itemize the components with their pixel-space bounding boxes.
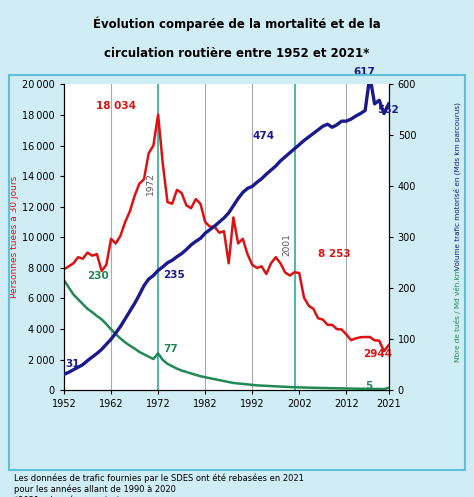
- Text: 8 253: 8 253: [318, 249, 351, 259]
- Text: 77: 77: [163, 344, 178, 354]
- Text: Nbre de tués / Md véh.km: Nbre de tués / Md véh.km: [454, 269, 461, 362]
- Text: 18 034: 18 034: [96, 101, 136, 111]
- Text: 235: 235: [163, 270, 184, 280]
- Text: Évolution comparée de la mortalité et de la: Évolution comparée de la mortalité et de…: [93, 16, 381, 31]
- Text: 562: 562: [377, 104, 399, 114]
- Text: 617: 617: [354, 67, 375, 78]
- Text: 1972: 1972: [146, 172, 155, 195]
- Text: Volume trafic motorisé en (Mds km parcourus): Volume trafic motorisé en (Mds km parcou…: [454, 102, 461, 270]
- Text: 31: 31: [65, 359, 80, 369]
- Text: 2001: 2001: [283, 234, 291, 256]
- Text: 2944: 2944: [363, 348, 392, 358]
- Text: 474: 474: [252, 131, 274, 141]
- Y-axis label: Personnes tuées à 30 jours: Personnes tuées à 30 jours: [10, 176, 19, 298]
- Text: 5: 5: [365, 381, 373, 391]
- Text: 230: 230: [88, 270, 109, 281]
- Text: circulation routière entre 1952 et 2021*: circulation routière entre 1952 et 2021*: [104, 47, 370, 60]
- Text: Les données de trafic fournies par le SDES ont été rebasées en 2021
pour les ann: Les données de trafic fournies par le SD…: [14, 473, 304, 497]
